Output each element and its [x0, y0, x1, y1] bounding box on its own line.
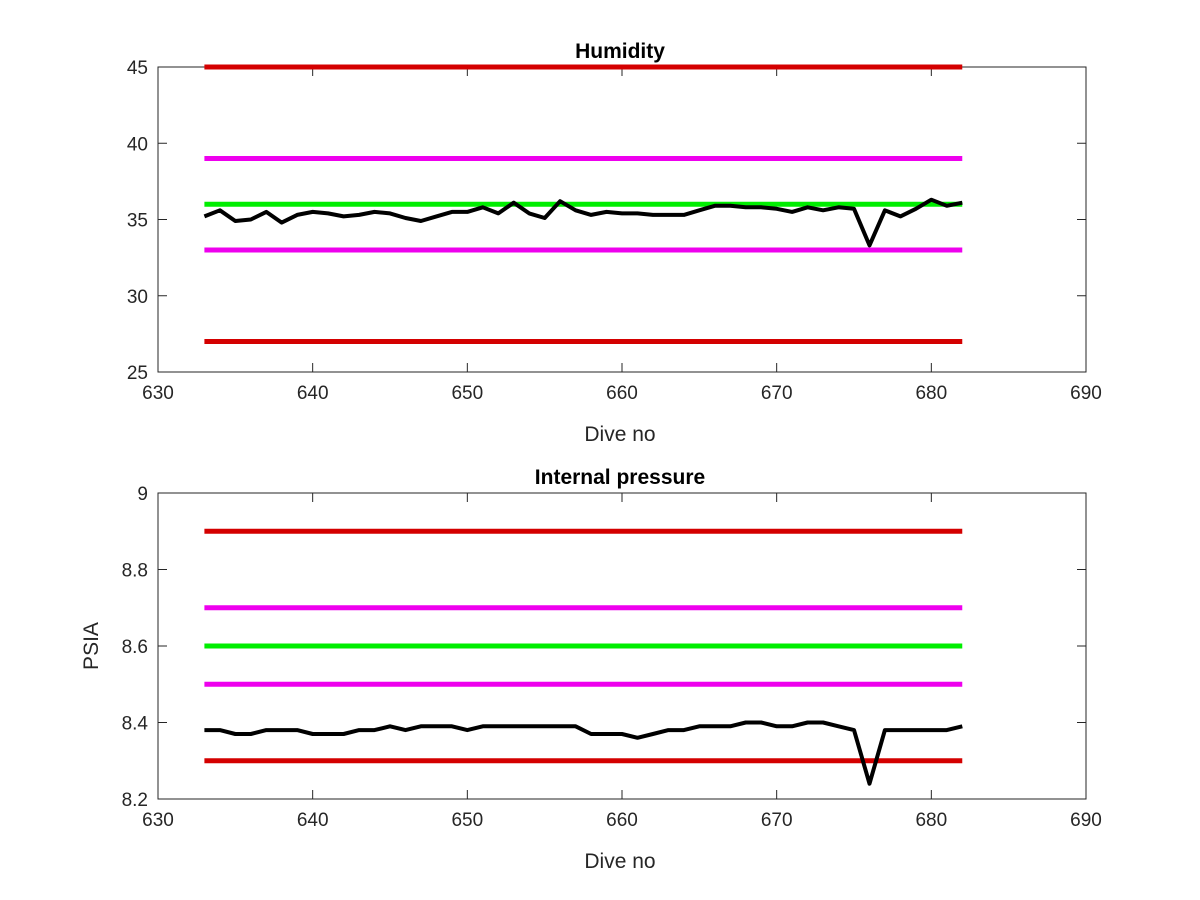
- humidity-x-tick-label: 640: [297, 383, 329, 404]
- pressure-y-tick-label: 8.8: [122, 561, 148, 582]
- pressure-chart: 630 640 650 660 670 680 690 8.2 8.4 8.6 8.8 9 Inter…: [80, 466, 1102, 873]
- humidity-x-tick-label: 650: [451, 383, 483, 404]
- pressure-tick-labels: 630 640 650 660 670 680 690 8.2 8.4 8.6 8.8 9: [122, 484, 1102, 831]
- humidity-threshold-lines: [204, 64, 963, 344]
- humidity-y-tick-label: 35: [127, 211, 148, 232]
- humidity-x-tick-label: 690: [1070, 383, 1102, 404]
- humidity-y-tick-label: 40: [127, 134, 148, 155]
- humidity-x-tick-label: 680: [915, 383, 947, 404]
- humidity-y-tick-label: 30: [127, 287, 148, 308]
- humidity-y-tick-label: 25: [127, 363, 148, 384]
- humidity-x-axis-label: Dive no: [584, 423, 655, 446]
- humidity-x-tick-label: 670: [761, 383, 793, 404]
- pressure-threshold-lines: [204, 528, 963, 764]
- humidity-chart: 630 640 650 660 670 680 690 25 30 35 40 45 Humidity…: [127, 40, 1102, 446]
- humidity-y-tick-label: 45: [127, 58, 148, 79]
- humidity-plot-area: [157, 66, 1087, 373]
- pressure-y-tick-label: 8.6: [122, 637, 148, 658]
- pressure-x-tick-label: 650: [451, 810, 483, 831]
- humidity-series: [203, 197, 963, 248]
- pressure-x-tick-label: 660: [606, 810, 638, 831]
- pressure-x-tick-label: 640: [297, 810, 329, 831]
- humidity-x-tick-label: 660: [606, 383, 638, 404]
- humidity-series-line: [203, 197, 963, 248]
- pressure-series: [204, 720, 963, 786]
- pressure-x-tick-label: 680: [915, 810, 947, 831]
- pressure-y-axis-label: PSIA: [80, 622, 103, 670]
- humidity-chart-title: Humidity: [575, 40, 665, 63]
- pressure-ticks: [157, 492, 1087, 800]
- pressure-x-axis-label: Dive no: [584, 850, 655, 873]
- pressure-y-tick-label: 8.4: [122, 714, 149, 735]
- humidity-tick-labels: 630 640 650 660 670 680 690 25 30 35 40 45: [127, 58, 1102, 404]
- pressure-y-tick-label: 8.2: [122, 790, 148, 811]
- humidity-x-tick-label: 630: [142, 383, 174, 404]
- pressure-x-tick-label: 690: [1070, 810, 1102, 831]
- pressure-x-tick-label: 670: [761, 810, 793, 831]
- pressure-chart-title: Internal pressure: [535, 466, 705, 489]
- pressure-y-tick-label: 9: [137, 484, 148, 505]
- pressure-series-line: [204, 720, 963, 786]
- pressure-x-tick-label: 630: [142, 810, 174, 831]
